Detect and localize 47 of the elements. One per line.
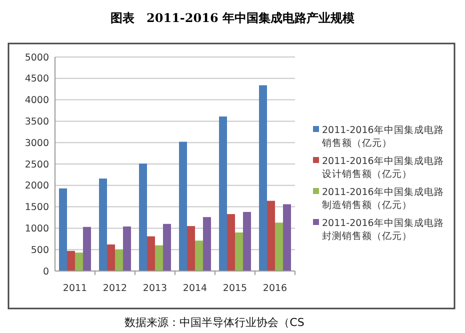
bar (203, 217, 211, 271)
bar (195, 240, 203, 271)
chart-title: 图表 2011-2016 年中国集成电路产业规模 (110, 11, 354, 25)
x-tick-label: 2012 (102, 283, 128, 294)
x-tick-label: 2011 (62, 283, 88, 294)
x-tick-label: 2014 (182, 283, 208, 294)
bar (59, 188, 67, 271)
bar (155, 245, 163, 271)
y-tick-label: 3000 (24, 138, 49, 149)
bar (147, 236, 155, 271)
bar (75, 252, 83, 271)
bar (227, 214, 235, 271)
bar (115, 250, 123, 271)
y-tick-label: 2500 (24, 159, 49, 170)
y-tick-label: 3500 (24, 116, 49, 128)
y-tick-label: 1500 (24, 202, 49, 214)
bar (275, 222, 283, 271)
y-tick-label: 5000 (24, 52, 49, 64)
bar (179, 142, 187, 271)
bar (243, 212, 251, 271)
bar (107, 244, 115, 271)
bar (219, 116, 227, 271)
bar (283, 204, 291, 271)
bar (67, 250, 75, 271)
x-tick-label: 2015 (222, 283, 248, 294)
bar (259, 85, 267, 271)
bar (267, 200, 275, 271)
x-tick-label: 2013 (142, 283, 168, 294)
y-tick-label: 4000 (24, 95, 49, 106)
bar (235, 232, 243, 271)
y-tick-label: 500 (30, 244, 49, 256)
bar (163, 224, 171, 271)
legend-label: 2011-2016年中国集成电路设计销售额（亿元） (322, 155, 444, 180)
y-tick-label: 4500 (24, 74, 49, 85)
x-tick-label: 2016 (262, 283, 288, 294)
bar (99, 178, 107, 271)
y-tick-label: 2000 (24, 180, 49, 192)
legend-label: 2011-2016年中国集成电路封测销售额（亿元） (322, 217, 444, 242)
bar (123, 226, 131, 271)
legend-label: 2011-2016年中国集成电路制造销售额（亿元） (322, 186, 444, 211)
bar (139, 164, 147, 271)
bar (187, 226, 195, 271)
y-tick-label: 1000 (24, 224, 49, 235)
y-tick-label: 0 (42, 266, 49, 278)
legend-label: 2011-2016年中国集成电路销售额（亿元） (321, 124, 444, 149)
bar (83, 226, 91, 271)
source-note: 数据来源：中国半导体行业协会（CS (124, 316, 304, 329)
